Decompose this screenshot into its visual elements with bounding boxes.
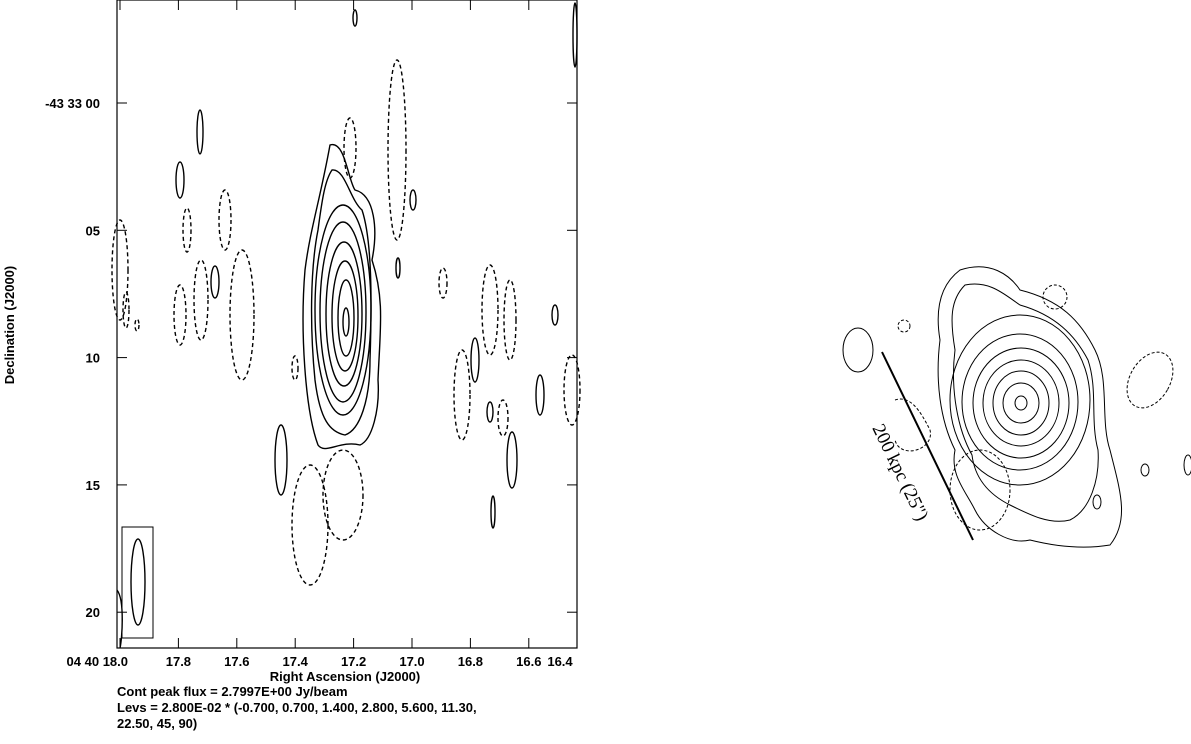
x-tick-label: 17.4 — [283, 654, 309, 669]
x-tick-label: 16.8 — [458, 654, 483, 669]
note: Levs = 2.800E-02 * (-0.700, 0.700, 1.400… — [117, 700, 477, 715]
y-tick-label: -43 33 00 — [45, 96, 100, 111]
x-tick-label: 17.0 — [399, 654, 424, 669]
right-contours — [842, 266, 1191, 548]
y-axis-label: Declination (J2000) — [2, 266, 17, 385]
beam — [130, 538, 146, 626]
y-tick-label: 20 — [86, 605, 100, 620]
contours — [111, 2, 581, 649]
scale-bar — [881, 351, 974, 541]
y-tick-label: 10 — [86, 351, 100, 366]
y-tick-label: 15 — [86, 478, 100, 493]
note: Cont peak flux = 2.7997E+00 Jy/beam — [117, 684, 348, 699]
beam-box — [121, 526, 154, 639]
x-tick-label: 16.4 — [547, 654, 573, 669]
note: 22.50, 45, 90) — [117, 716, 197, 731]
x-tick-label: 16.6 — [516, 654, 541, 669]
x-tick-label: 17.6 — [224, 654, 249, 669]
x-tick-label: 04 40 18.0 — [67, 654, 128, 669]
x-axis-label: Right Ascension (J2000) — [270, 669, 421, 684]
x-tick-label: 17.2 — [341, 654, 366, 669]
y-tick-label: 05 — [86, 223, 100, 238]
x-tick-label: 17.8 — [166, 654, 191, 669]
plot-frame — [116, 0, 578, 649]
